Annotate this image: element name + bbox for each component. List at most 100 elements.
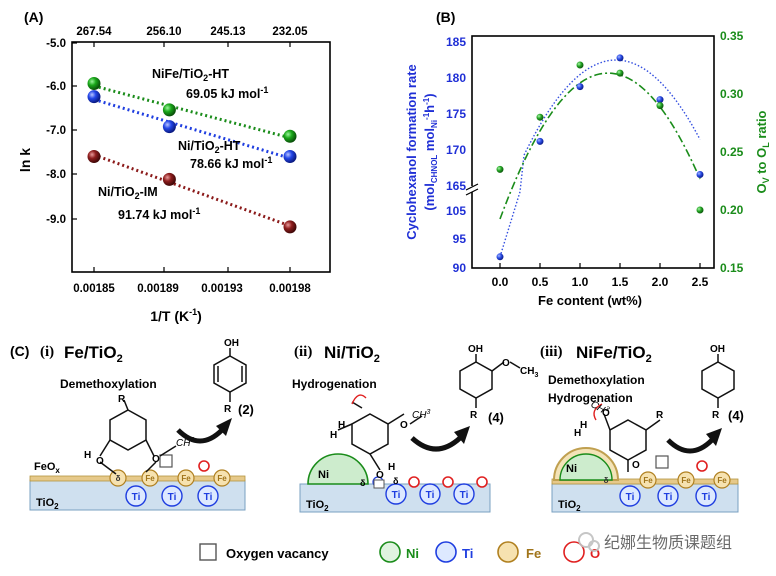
right-axis-ticks: 0.15 0.20 0.25 0.30 0.35 <box>720 29 744 275</box>
product-ii-r: R <box>470 410 478 421</box>
top-tick: 267.54 <box>76 26 112 38</box>
data-point <box>162 120 176 134</box>
process-iii-1: Demethoxylation <box>548 373 645 387</box>
ni-label-ii: Ni <box>318 469 329 481</box>
watermark: 纪娜生物质课题组 <box>578 532 732 552</box>
left-tick: 175 <box>446 107 466 121</box>
process-iii-2: Hydrogenation <box>548 391 633 405</box>
h-atom: H <box>330 430 337 441</box>
product-ii <box>459 354 521 408</box>
panel-c-label: (C) <box>10 343 29 359</box>
title-ii: Ni/TiO2 <box>324 343 380 365</box>
product-iii-number: (4) <box>728 408 744 423</box>
rate-point <box>536 137 544 145</box>
data-point <box>283 150 297 164</box>
product-i-r: R <box>224 404 232 415</box>
product-ii-ch3: CH3 <box>520 366 538 379</box>
legend-fe-swatch <box>497 541 519 563</box>
legend-ni-swatch <box>379 541 401 563</box>
product-i-oh: OH <box>224 338 239 349</box>
h-atom: H <box>388 462 395 473</box>
process-i: Demethoxylation <box>60 377 157 391</box>
svg-text:Ti: Ti <box>702 492 711 503</box>
o-atom: O <box>400 420 408 431</box>
left-tick: 90 <box>453 261 467 275</box>
data-point <box>162 172 176 186</box>
series-layer-b <box>496 54 704 261</box>
fe-atoms-i: Fe Fe Fe δ <box>109 454 231 487</box>
series-energy-ni-im: 91.74 kJ mol-1 <box>118 206 200 222</box>
bottom-tick: 0.00185 <box>73 283 115 295</box>
o-atom: O <box>602 408 610 419</box>
b-x-label: Fe content (wt%) <box>538 293 642 308</box>
legend-ti: Ti <box>462 546 473 561</box>
h-atom: H <box>84 450 91 461</box>
product-iii-r: R <box>712 410 720 421</box>
b-x-ticks: 0.0 0.5 1.0 1.5 2.0 2.5 <box>492 275 709 289</box>
legend-ni: Ni <box>406 546 419 561</box>
h-atom: H <box>580 420 587 431</box>
b-x-tick: 0.0 <box>492 275 509 289</box>
o-atom: O <box>152 454 160 465</box>
watermark-text: 纪娜生物质课题组 <box>604 533 732 552</box>
series-label-ni-im: Ni/TiO2-IM <box>98 185 158 201</box>
y-tick: -6.0 <box>46 81 66 93</box>
reaction-arrow-ii <box>410 436 462 452</box>
sub-label-iii: (iii) <box>540 344 563 360</box>
svg-text:Fe: Fe <box>717 476 727 485</box>
sub-label-ii: (ii) <box>294 344 312 360</box>
rate-fit-curve <box>499 59 701 258</box>
data-point <box>87 90 101 104</box>
b-x-tick: 1.0 <box>572 275 589 289</box>
y-tick: -9.0 <box>46 214 66 226</box>
sub-label-i: (i) <box>40 344 54 360</box>
bottom-tick: 0.00189 <box>137 283 179 295</box>
data-point <box>283 220 297 234</box>
y-axis-ticks: -5.0 -6.0 -7.0 -8.0 -9.0 <box>46 38 66 226</box>
left-tick: 185 <box>446 35 466 49</box>
scheme-iii: (iii) NiFe/TiO2 Demethoxylation Hydrogen… <box>540 343 744 513</box>
molecule-i <box>99 399 177 475</box>
left-label-line1: Cyclohexanol formation rate <box>404 64 419 240</box>
right-tick: 0.15 <box>720 261 744 275</box>
series-label-ni-ht: Ni/TiO2-HT <box>178 139 241 155</box>
left-label-line2: (molCHNOL molNi-1h-1) <box>422 93 439 210</box>
fit-line <box>93 84 291 140</box>
ni-label-iii: Ni <box>566 463 577 475</box>
top-tick: 245.13 <box>210 26 245 38</box>
product-i <box>213 348 247 402</box>
arrow-head-iii <box>706 428 722 446</box>
o-atom: O <box>632 460 640 471</box>
svg-text:Fe: Fe <box>217 474 227 483</box>
bottom-axis-ticks: 0.00185 0.00189 0.00193 0.00198 <box>73 283 311 295</box>
svg-text:Ti: Ti <box>392 490 401 501</box>
rate-point <box>616 54 624 62</box>
svg-text:Fe: Fe <box>145 474 155 483</box>
process-ii: Hydrogenation <box>292 377 377 391</box>
product-ii-o: O <box>502 358 510 369</box>
left-tick: 180 <box>446 71 466 85</box>
red-arc-iii <box>593 403 603 421</box>
o-atom: O <box>376 470 384 481</box>
molecule-ii <box>337 401 423 471</box>
data-point <box>162 103 176 117</box>
left-tick: 170 <box>446 143 466 157</box>
scheme-i: (i) Fe/TiO2 Demethoxylation TiO2 FeOx Ti… <box>29 338 254 511</box>
arrow-head-ii <box>454 426 470 444</box>
plot-frame-b <box>471 35 715 269</box>
product-i-number: (2) <box>238 402 254 417</box>
rate-point <box>496 253 504 261</box>
panel-b-label: (B) <box>436 9 455 25</box>
svg-text:Fe: Fe <box>681 476 691 485</box>
legend-ti-swatch <box>435 541 457 563</box>
x-axis-label: 1/T (K-1) <box>150 307 202 324</box>
red-arc-ii <box>351 394 367 405</box>
top-tick: 256.10 <box>146 26 181 38</box>
h-atom: H <box>574 428 581 439</box>
svg-text:δ: δ <box>604 476 609 485</box>
left-tick: 105 <box>446 204 466 218</box>
r-group: R <box>118 394 126 405</box>
title-iii: NiFe/TiO2 <box>576 343 652 365</box>
b-x-tick: 1.5 <box>612 275 629 289</box>
ti-atoms-iii: Ti Ti Ti Fe Fe Fe δ <box>604 455 731 507</box>
